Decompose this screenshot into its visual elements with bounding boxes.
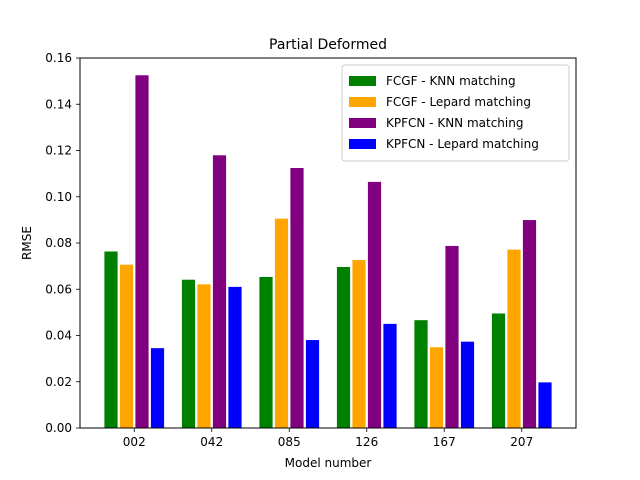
bar-kpfcn-knn-matching-126 xyxy=(367,181,382,429)
bar-fcgf-knn-matching-085 xyxy=(258,276,274,429)
x-tick-label: 207 xyxy=(510,435,533,449)
y-tick-label: 0.12 xyxy=(45,144,72,158)
bar-fcgf-lepard-matching-085 xyxy=(274,217,289,429)
bar-fcgf-lepard-matching-042 xyxy=(196,283,212,429)
legend-label: KPFCN - KNN matching xyxy=(386,116,523,130)
x-axis-ticks: 002 042 085 126 167 207 xyxy=(123,428,533,449)
bars-group xyxy=(103,74,553,429)
bar-kpfcn-knn-matching-002 xyxy=(134,74,150,429)
bar-kpfcn-lepard-matching-167 xyxy=(460,340,475,429)
x-tick-label: 167 xyxy=(433,435,456,449)
bar-fcgf-lepard-matching-002 xyxy=(119,263,134,429)
legend-label: KPFCN - Lepard matching xyxy=(386,137,539,151)
legend-box xyxy=(341,64,570,162)
bar-fcgf-knn-matching-126 xyxy=(336,266,351,429)
legend-swatch xyxy=(349,97,376,107)
x-tick-label: 085 xyxy=(278,435,301,449)
legend-label: FCGF - KNN matching xyxy=(386,74,516,88)
y-axis-label: RMSE xyxy=(20,226,34,260)
plot-frame xyxy=(79,57,577,429)
y-tick-label: 0.00 xyxy=(45,421,72,435)
legend-swatch xyxy=(349,139,376,149)
y-tick-label: 0.08 xyxy=(45,236,72,250)
y-tick-label: 0.02 xyxy=(45,375,72,389)
bar-fcgf-lepard-matching-126 xyxy=(351,259,367,429)
bar-kpfcn-knn-matching-207 xyxy=(522,219,537,429)
bar-fcgf-knn-matching-042 xyxy=(181,278,196,429)
bar-kpfcn-lepard-matching-126 xyxy=(382,323,398,429)
legend-swatch xyxy=(349,76,376,86)
bar-fcgf-lepard-matching-207 xyxy=(506,248,522,429)
bar-kpfcn-lepard-matching-042 xyxy=(227,286,243,429)
legend-swatch xyxy=(349,118,376,128)
legend-label: FCGF - Lepard matching xyxy=(386,95,531,109)
x-tick-label: 126 xyxy=(355,435,378,449)
y-tick-label: 0.06 xyxy=(45,282,72,296)
y-tick-label: 0.16 xyxy=(45,51,72,65)
bar-fcgf-knn-matching-002 xyxy=(103,250,119,429)
y-tick-label: 0.14 xyxy=(45,97,72,111)
x-axis-label: Model number xyxy=(285,456,372,470)
legend: FCGF - KNN matching FCGF - Lepard matchin… xyxy=(341,64,570,162)
bar-kpfcn-lepard-matching-002 xyxy=(150,347,165,429)
bar-kpfcn-knn-matching-085 xyxy=(289,167,305,429)
y-tick-label: 0.10 xyxy=(45,190,72,204)
bar-fcgf-knn-matching-167 xyxy=(413,319,429,429)
bar-kpfcn-lepard-matching-085 xyxy=(305,339,320,429)
x-tick-label: 042 xyxy=(200,435,223,449)
bar-kpfcn-knn-matching-167 xyxy=(444,245,460,429)
bar-fcgf-knn-matching-207 xyxy=(491,312,506,429)
x-tick-label: 002 xyxy=(123,435,146,449)
y-tick-label: 0.04 xyxy=(45,329,72,343)
bar-kpfcn-knn-matching-042 xyxy=(212,154,227,429)
bar-kpfcn-lepard-matching-207 xyxy=(537,381,553,429)
chart-title: Partial Deformed xyxy=(269,37,387,53)
bar-fcgf-lepard-matching-167 xyxy=(429,346,444,429)
y-axis-ticks: 0.00 0.02 0.04 0.06 0.08 0.10 0.12 0.14 0.16 xyxy=(45,51,80,435)
